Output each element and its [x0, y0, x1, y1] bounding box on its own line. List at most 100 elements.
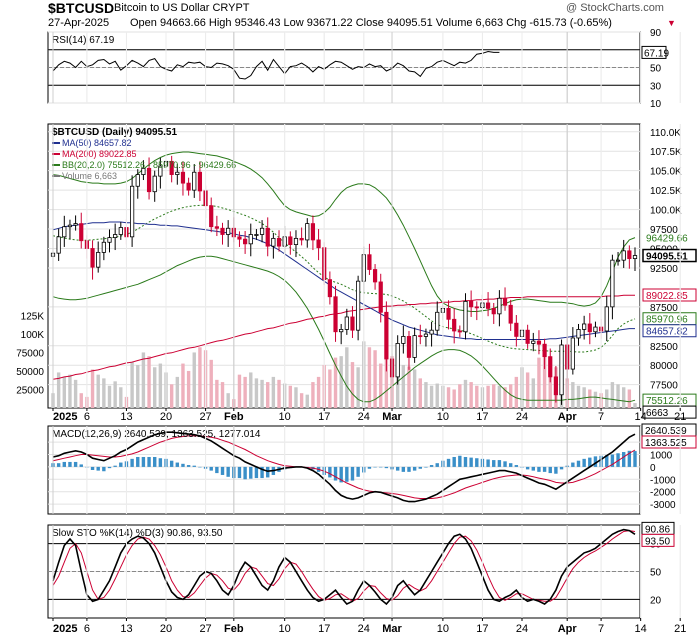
candle-body	[559, 344, 564, 396]
volume-tick-label: 100K	[21, 330, 45, 341]
price-right-label: 75512.26	[646, 396, 688, 407]
macd-histogram-bar	[514, 465, 519, 467]
sto-tick-label: 50	[650, 568, 662, 579]
macd-histogram-bar	[345, 466, 349, 482]
macd-histogram-bar	[627, 450, 632, 467]
x-tick-label: 10	[279, 411, 291, 423]
macd-histogram-bar	[401, 466, 406, 472]
macd-line	[52, 431, 636, 503]
candle-body	[621, 250, 626, 261]
macd-histogram-bar	[220, 466, 225, 475]
x-tick-label: 24	[358, 411, 370, 423]
macd-histogram-bar	[169, 460, 174, 467]
volume-bar	[277, 379, 281, 408]
volume-bar	[288, 385, 293, 408]
volume-bar	[412, 369, 417, 408]
rsi-line	[52, 50, 500, 80]
candle-body	[113, 234, 118, 238]
sto-title: Slow STO %K(14) %D(3) 90.86, 93.50	[52, 528, 223, 539]
x-tick-label: 27	[199, 411, 211, 423]
x-tick-label: 10	[279, 623, 291, 635]
candle-body	[627, 250, 632, 260]
volume-bar	[96, 374, 100, 408]
candle-body	[435, 311, 440, 331]
candle-body	[372, 269, 378, 283]
macd-histogram-bar	[452, 456, 456, 467]
volume-bar	[345, 347, 349, 408]
candle-body	[463, 301, 468, 333]
candle-body	[197, 171, 203, 192]
volume-bar	[90, 369, 95, 408]
volume-bar	[130, 362, 134, 408]
legend-entry: MA(50) 84657.82	[62, 138, 132, 148]
candle-body	[226, 227, 231, 235]
volume-bar	[492, 384, 496, 408]
sto-last-box	[641, 533, 675, 547]
x-tick-label: 10	[437, 623, 449, 635]
candle-body	[259, 227, 265, 235]
candle-body	[316, 239, 321, 249]
macd-histogram-bar	[508, 463, 513, 467]
rsi-title: RSI(14) 67.19	[52, 35, 115, 46]
ma200-line	[52, 294, 635, 380]
x-tick-label: 7	[598, 623, 604, 635]
volume-bar	[435, 383, 439, 408]
rsi-last-label: 67.19	[644, 48, 669, 59]
x-tick-label: 6	[84, 411, 90, 423]
candle-body	[576, 329, 581, 339]
macd-histogram-bar	[418, 466, 422, 469]
candle-body	[367, 254, 372, 270]
candle-body	[615, 259, 621, 262]
security-name: Bitcoin to US Dollar	[114, 2, 210, 14]
macd-histogram-bar	[446, 458, 451, 467]
bollinger-middle-line	[52, 204, 636, 353]
candle-body	[474, 306, 479, 309]
header-date: 27-Apr-2025	[48, 17, 110, 29]
legend-entry: Volume 6,663	[62, 171, 117, 181]
volume-bar	[311, 382, 315, 408]
macd-histogram-bar	[582, 458, 586, 467]
candle-body	[542, 343, 547, 358]
candle-body	[79, 223, 84, 242]
rsi-tick-label: 30	[650, 81, 662, 92]
x-tick-label: 27	[199, 623, 211, 635]
macd-last-label: 1363.525	[645, 438, 687, 449]
candle-body	[429, 329, 434, 335]
candle-body	[384, 311, 389, 360]
volume-bar	[379, 363, 383, 408]
candle-body	[107, 237, 112, 243]
rsi-tick-label: 90	[650, 28, 662, 39]
volume-bar	[175, 376, 180, 408]
volume-bar	[294, 387, 298, 408]
volume-bar	[452, 389, 456, 408]
legend-entry: MA(200) 89022.85	[62, 149, 137, 159]
macd-histogram-bar	[90, 466, 95, 470]
volume-bar	[181, 363, 185, 408]
stochastic-panel: 805020Slow STO %K(14) %D(3) 90.86, 93.50…	[48, 521, 675, 606]
candle-body	[604, 306, 609, 332]
macd-histogram-bar	[424, 466, 428, 468]
macd-histogram-bar	[339, 466, 343, 483]
candle-body	[288, 236, 293, 246]
volume-bar	[169, 384, 174, 408]
volume-bar	[68, 374, 72, 408]
macd-histogram-bar	[605, 455, 609, 467]
volume-bar	[119, 387, 123, 408]
macd-histogram-bar	[209, 466, 213, 471]
x-tick-label: Mar	[382, 623, 402, 635]
candle-body	[152, 175, 157, 193]
price-tick-label: 110.0K	[650, 128, 681, 139]
candle-body	[237, 236, 242, 240]
macd-histogram-bar	[107, 466, 112, 469]
x-tick-label: 17	[318, 411, 330, 423]
macd-histogram-bar	[384, 466, 389, 469]
candle-body	[344, 316, 349, 330]
macd-tick-label: -3000	[650, 500, 676, 511]
price-tick-label: 80000	[650, 361, 678, 372]
macd-histogram-bar	[328, 466, 332, 478]
macd-histogram-bar	[463, 456, 468, 467]
candle-body	[101, 241, 106, 253]
price-tick-label: 100.0K	[650, 206, 682, 217]
price-tick-label: 82500	[650, 342, 678, 353]
